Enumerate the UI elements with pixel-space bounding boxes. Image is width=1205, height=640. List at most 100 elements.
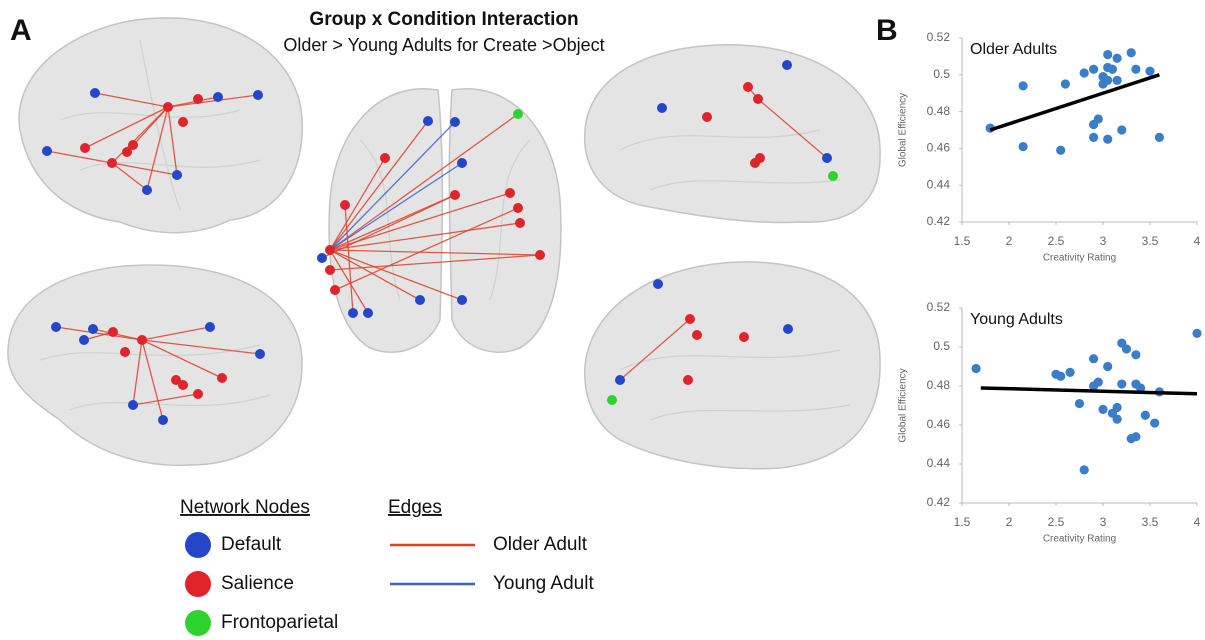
x-tick-label: 1.5 <box>954 234 971 248</box>
legend-swatch <box>185 610 211 636</box>
point <box>1113 76 1122 85</box>
legend: Network NodesDefaultSalienceFrontopariet… <box>180 497 594 636</box>
node <box>615 375 625 385</box>
node <box>90 88 100 98</box>
brain-renders <box>8 18 880 469</box>
point <box>1089 65 1098 74</box>
point <box>1075 399 1084 408</box>
point <box>1131 65 1140 74</box>
x-tick-label: 3.5 <box>1142 515 1159 529</box>
x-tick-label: 1.5 <box>954 515 971 529</box>
node <box>607 395 617 405</box>
point <box>1098 405 1107 414</box>
point <box>1066 368 1075 377</box>
figure-subtitle: Older > Young Adults for Create >Object <box>283 35 604 55</box>
node <box>163 102 173 112</box>
node <box>363 308 373 318</box>
point <box>1103 50 1112 59</box>
legend-swatch <box>185 571 211 597</box>
node <box>683 375 693 385</box>
legend-label: Young Adult <box>493 573 594 594</box>
node <box>380 153 390 163</box>
x-tick-label: 4 <box>1194 515 1201 529</box>
node <box>685 314 695 324</box>
node <box>505 188 515 198</box>
node <box>782 60 792 70</box>
node <box>348 308 358 318</box>
trendline <box>990 75 1159 130</box>
node <box>213 92 223 102</box>
node <box>330 285 340 295</box>
x-tick-label: 3.5 <box>1142 234 1159 248</box>
brain-medial-right <box>585 45 880 223</box>
y-tick-label: 0.52 <box>927 30 951 44</box>
point <box>1019 81 1028 90</box>
node <box>450 190 460 200</box>
chart-title: Young Adults <box>970 311 1063 328</box>
node <box>325 245 335 255</box>
figure-title: Group x Condition Interaction <box>309 9 578 30</box>
node <box>80 143 90 153</box>
brain-medial-left <box>8 265 302 465</box>
panel-label: B <box>876 14 898 47</box>
point <box>1089 120 1098 129</box>
node <box>415 295 425 305</box>
node <box>142 185 152 195</box>
point <box>1122 344 1131 353</box>
node <box>657 103 667 113</box>
node <box>178 380 188 390</box>
y-tick-label: 0.42 <box>927 214 951 228</box>
brain-lateral-left <box>19 18 302 233</box>
node <box>750 158 760 168</box>
y-tick-label: 0.42 <box>927 495 951 509</box>
node <box>172 170 182 180</box>
legend-label: Older Adult <box>493 534 588 555</box>
point <box>1080 465 1089 474</box>
y-tick-label: 0.48 <box>927 378 951 392</box>
node <box>457 295 467 305</box>
x-tick-label: 4 <box>1194 234 1201 248</box>
y-tick-label: 0.44 <box>927 177 951 191</box>
charts: 0.420.440.460.480.50.521.522.533.54Creat… <box>898 30 1202 544</box>
x-tick-label: 2.5 <box>1048 515 1065 529</box>
point <box>1145 67 1154 76</box>
legend-title: Edges <box>388 497 442 518</box>
point <box>1103 362 1112 371</box>
panel-label: A <box>10 14 32 47</box>
point <box>1108 65 1117 74</box>
node <box>193 389 203 399</box>
chart-title: Older Adults <box>970 41 1057 58</box>
point <box>1094 378 1103 387</box>
node <box>128 400 138 410</box>
point <box>1117 125 1126 134</box>
point <box>1103 76 1112 85</box>
node <box>513 203 523 213</box>
node <box>783 324 793 334</box>
node <box>325 265 335 275</box>
y-tick-label: 0.46 <box>927 417 951 431</box>
y-tick-label: 0.5 <box>933 67 950 81</box>
point <box>972 364 981 373</box>
x-axis-label: Creativity Rating <box>1043 253 1116 264</box>
node <box>120 347 130 357</box>
node <box>739 332 749 342</box>
node <box>217 373 227 383</box>
point <box>1113 415 1122 424</box>
node <box>515 218 525 228</box>
y-tick-label: 0.5 <box>933 339 950 353</box>
point <box>1113 54 1122 63</box>
node <box>108 327 118 337</box>
node <box>653 279 663 289</box>
x-tick-label: 3 <box>1100 515 1107 529</box>
point <box>1089 354 1098 363</box>
node <box>828 171 838 181</box>
trendline <box>981 388 1197 394</box>
node <box>253 90 263 100</box>
node <box>340 200 350 210</box>
node <box>513 109 523 119</box>
point <box>1061 79 1070 88</box>
point <box>1131 350 1140 359</box>
node <box>193 94 203 104</box>
x-tick-label: 3 <box>1100 234 1107 248</box>
node <box>107 158 117 168</box>
